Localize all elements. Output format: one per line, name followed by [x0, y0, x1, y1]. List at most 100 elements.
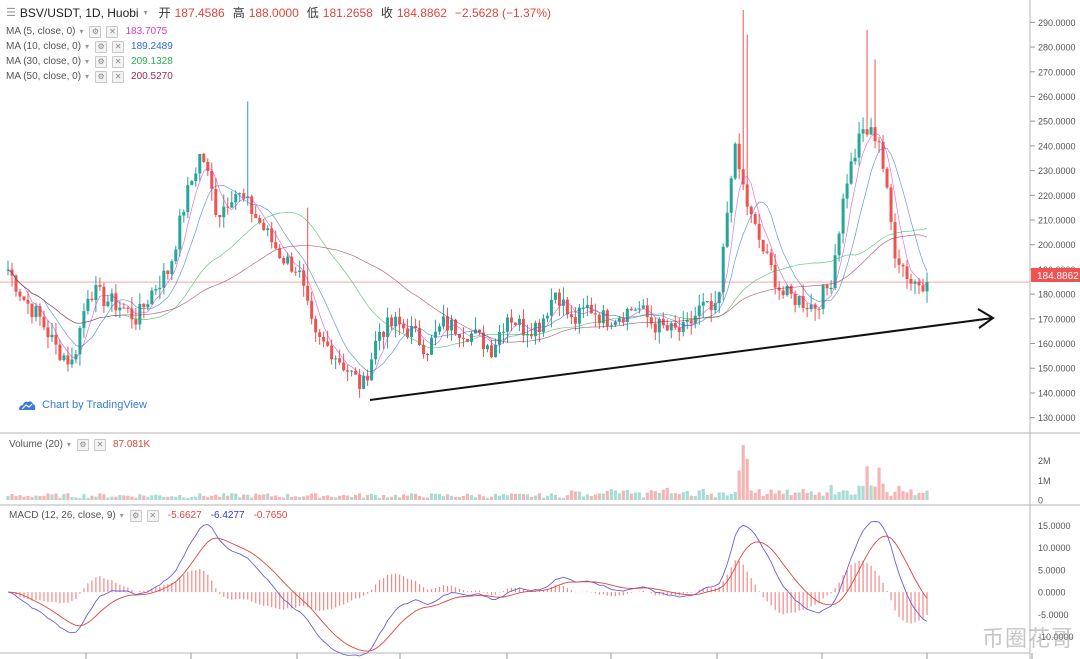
candle-body [446, 316, 450, 331]
volume-bar [389, 496, 394, 500]
volume-bar [693, 495, 697, 500]
volume-bar [170, 496, 174, 500]
chevron-down-icon[interactable]: ▾ [79, 27, 84, 36]
close-icon[interactable]: ✕ [146, 509, 159, 522]
gear-icon[interactable]: ⚙ [89, 25, 102, 38]
volume-value: 87.081K [112, 439, 151, 450]
candle-body [430, 337, 434, 355]
price-tick-label: 290.0000 [1038, 18, 1076, 28]
volume-bar [841, 490, 845, 500]
volume-bar [925, 490, 929, 500]
close-icon[interactable]: ✕ [106, 25, 119, 38]
close-icon[interactable]: ✕ [93, 438, 106, 451]
gear-icon[interactable]: ⚙ [95, 40, 108, 53]
volume-bar [517, 493, 522, 500]
chevron-down-icon[interactable]: ▾ [85, 57, 90, 66]
chevron-down-icon[interactable]: ▾ [143, 8, 148, 17]
candle-body [705, 301, 709, 303]
candle-body [362, 375, 366, 389]
symbol-title[interactable]: BSV/USDT, 1D, Huobi [19, 6, 139, 20]
volume-bar [370, 493, 374, 500]
candle-body [485, 345, 489, 350]
price-tick-label: 200.0000 [1038, 240, 1076, 250]
chevron-down-icon[interactable]: ▾ [85, 72, 90, 81]
close-icon[interactable]: ✕ [112, 55, 125, 68]
candle-body [737, 143, 741, 170]
ma-value: 200.5270 [131, 71, 173, 82]
volume-bar [789, 495, 793, 500]
volume-bar [346, 495, 350, 500]
volume-bar [377, 497, 382, 500]
candle-body [178, 215, 182, 250]
volume-bar [673, 493, 677, 500]
volume-bar [657, 492, 661, 500]
tradingview-brand[interactable]: Chart by TradingView [18, 399, 147, 411]
candle-body [529, 334, 533, 337]
volume-bar [397, 497, 402, 500]
ma-line [7, 211, 928, 349]
gear-icon[interactable]: ⚙ [95, 55, 108, 68]
close-icon[interactable]: ✕ [112, 40, 125, 53]
candle-body [406, 328, 410, 337]
candle-body [477, 329, 481, 333]
volume-bar [641, 497, 645, 500]
candle-body [829, 288, 833, 290]
candle-body [130, 308, 134, 320]
candle-body [545, 315, 549, 319]
volume-bar [617, 493, 621, 500]
candle-body [733, 143, 737, 179]
gear-icon[interactable]: ⚙ [76, 438, 89, 451]
candle-body [326, 341, 330, 346]
chevron-down-icon[interactable]: ▾ [66, 440, 71, 449]
candle-body [98, 284, 102, 287]
gear-icon[interactable]: ⚙ [129, 509, 142, 522]
volume-bar [290, 496, 294, 500]
volume-bar [294, 496, 298, 500]
volume-bar [513, 493, 518, 500]
volume-bar [677, 493, 681, 500]
candle-body [717, 292, 721, 304]
volume-bar [90, 495, 94, 500]
candle-body [410, 325, 414, 337]
volume-bar [182, 497, 186, 500]
candle-body [142, 303, 146, 308]
volume-bar [18, 494, 22, 500]
collapse-icon[interactable]: ☰ [6, 7, 16, 19]
volume-bar [469, 495, 474, 500]
volume-bar [118, 494, 122, 500]
candle-body [70, 359, 74, 365]
candle-body [573, 317, 577, 324]
candle-body [777, 287, 781, 291]
ma-label: MA (50, close, 0) [6, 71, 82, 82]
candle-body [521, 318, 525, 336]
volume-bar [74, 497, 78, 500]
gear-icon[interactable]: ⚙ [95, 70, 108, 83]
volume-bar [22, 496, 26, 500]
chevron-down-icon[interactable]: ▾ [85, 42, 90, 51]
volume-bar [230, 493, 234, 500]
volume-bar [881, 483, 885, 500]
volume-bar [701, 488, 705, 500]
volume-bar [10, 493, 14, 500]
volume-bar [322, 495, 326, 500]
candle-body [402, 324, 406, 329]
candle-body [18, 291, 22, 297]
candle-body [861, 129, 865, 134]
candle-body [625, 308, 629, 322]
volume-bar [885, 491, 889, 500]
candle-body [873, 127, 877, 142]
volume-bar [318, 497, 322, 500]
volume-bar [573, 491, 577, 500]
volume-bar [917, 492, 921, 500]
chevron-down-icon[interactable]: ▾ [119, 511, 124, 520]
candle-body [789, 286, 793, 294]
volume-bar [134, 497, 138, 500]
volume-bar [829, 485, 833, 500]
close-icon[interactable]: ✕ [112, 70, 125, 83]
candle-body [290, 256, 294, 272]
candle-body [741, 169, 745, 185]
candle-body [897, 258, 901, 265]
candle-body [497, 332, 501, 345]
candle-body [278, 248, 282, 259]
